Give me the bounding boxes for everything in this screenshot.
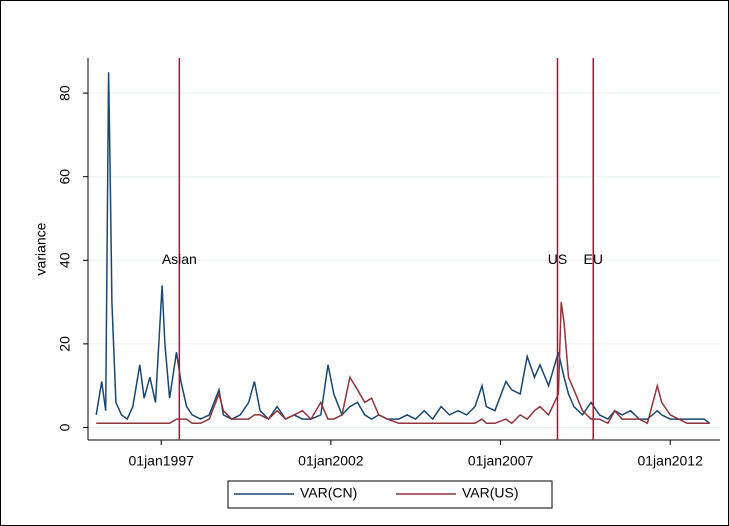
y-tick-label: 80 (57, 85, 73, 101)
y-tick-label: 0 (57, 423, 73, 431)
event-label: Asian (162, 251, 197, 267)
event-label: EU (584, 251, 603, 267)
y-tick-label: 20 (57, 336, 73, 352)
series-line (95, 72, 711, 424)
y-axis-title: variance (33, 222, 49, 275)
series-line (96, 301, 710, 425)
x-tick-label: 01jan2012 (637, 453, 703, 469)
x-tick-label: 01jan2002 (298, 453, 364, 469)
legend-label: VAR(US) (462, 485, 519, 501)
event-label: US (548, 251, 567, 267)
x-tick-label: 01jan1997 (129, 453, 195, 469)
y-tick-label: 40 (57, 252, 73, 268)
legend-label: VAR(CN) (300, 485, 357, 501)
x-tick-label: 01jan2007 (468, 453, 534, 469)
y-tick-label: 60 (57, 169, 73, 185)
